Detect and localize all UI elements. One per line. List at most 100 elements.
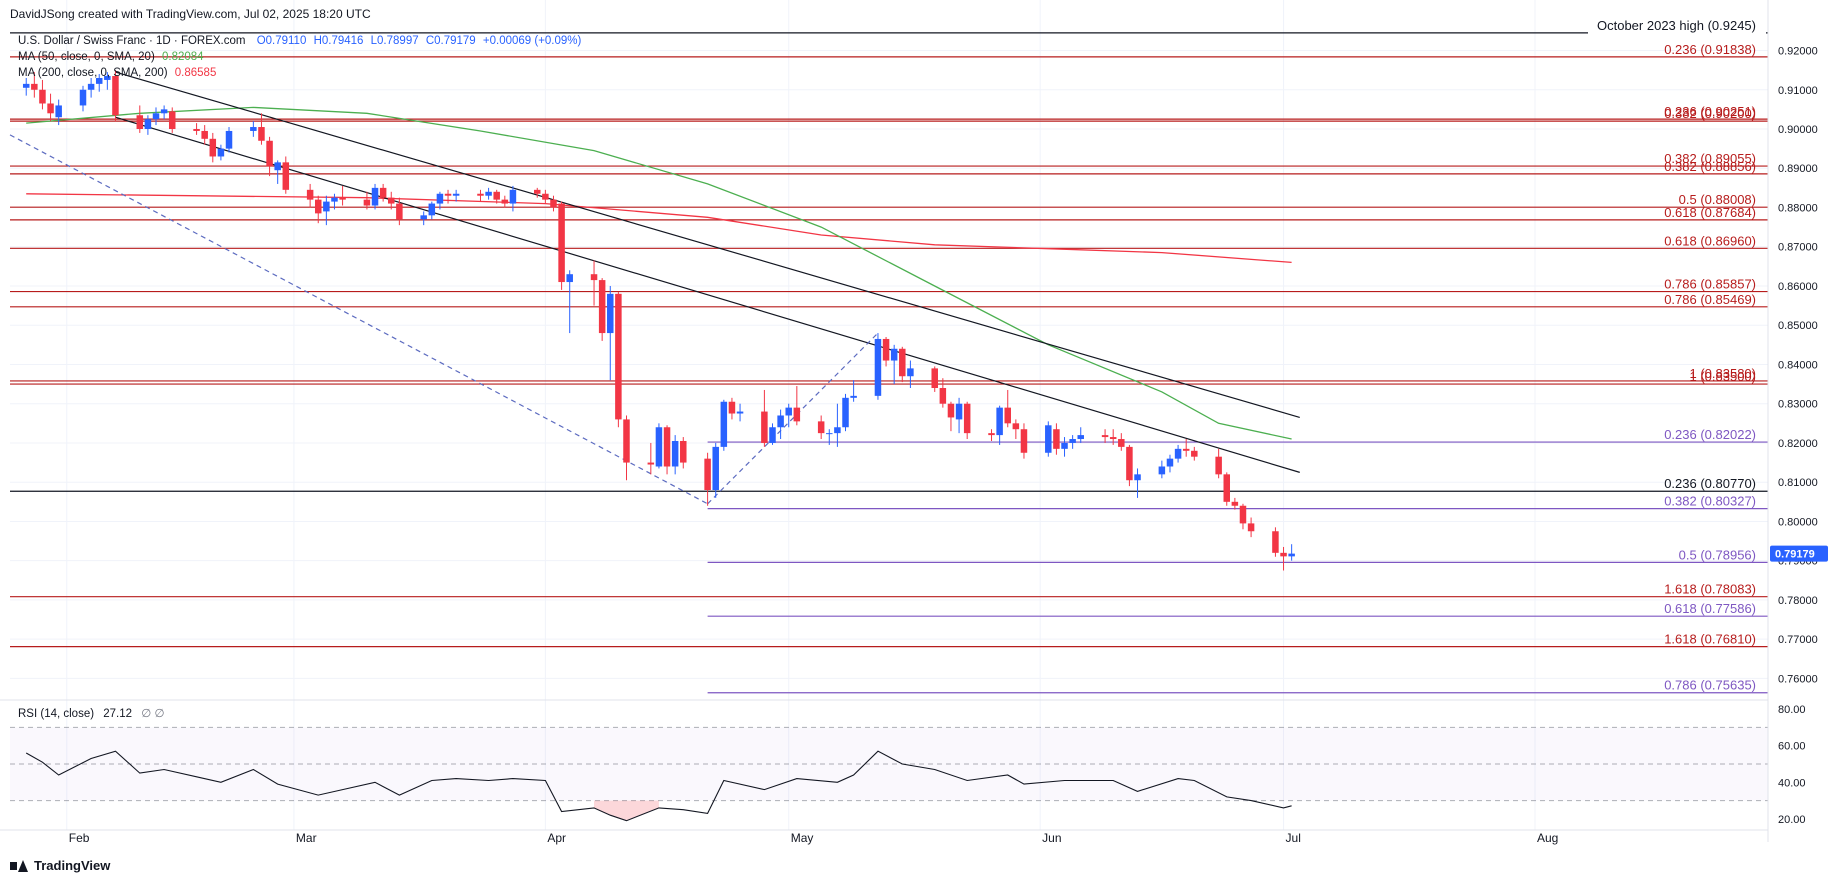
price-tick-label: 0.78000 [1778, 595, 1818, 607]
candle-body [712, 446, 719, 491]
candle-body [1280, 552, 1287, 557]
fib-level-label: 0.5 (0.88008) [1679, 192, 1756, 207]
candle-body [201, 130, 208, 139]
candle-body [607, 293, 614, 334]
candle-body [963, 403, 971, 434]
candle-body [704, 458, 711, 491]
rsi-tick-label: 40.00 [1778, 777, 1806, 789]
candle-body [1012, 423, 1020, 430]
channel-trendline [115, 116, 1300, 473]
candle-body [1020, 429, 1028, 453]
candle-body [396, 203, 403, 220]
fib-level-label: 0.236 (0.91838) [1664, 42, 1756, 57]
price-tick-label: 0.80000 [1778, 516, 1818, 528]
ma200-line [26, 193, 1292, 264]
candle-body [55, 105, 62, 118]
ma200-legend: MA (200, close, 0, SMA, 200) 0.86585 [18, 67, 216, 79]
candle-body [890, 348, 898, 361]
grid [10, 0, 1768, 830]
candle-body [663, 427, 671, 467]
candle-body [22, 83, 30, 88]
fib-level-label: 1.618 (0.78083) [1664, 582, 1756, 597]
candle-body [282, 162, 290, 190]
candle-body [79, 89, 87, 106]
candle-body [250, 127, 257, 131]
candle-body [1109, 437, 1117, 440]
rsi-pane [10, 726, 1768, 822]
candle-body [988, 433, 995, 436]
candle-body [95, 77, 103, 84]
candle-body [542, 193, 549, 200]
price-tick-label: 0.87000 [1778, 242, 1818, 254]
last-price-label: 0.79179 [1775, 549, 1815, 561]
candle-body [493, 191, 500, 200]
candle-body [1288, 553, 1295, 557]
candle-body [769, 427, 776, 443]
candle-body [323, 201, 330, 212]
date-tick-label: Apr [547, 831, 566, 845]
candle-body [566, 274, 573, 283]
price-tick-label: 0.85000 [1778, 320, 1818, 332]
candle-body [615, 293, 622, 420]
candle-body [931, 368, 938, 389]
candle-body [874, 338, 882, 396]
ohlc-open: O0.79110 [256, 35, 307, 47]
tradingview-logo-icon [10, 859, 28, 872]
candle-body [314, 199, 322, 214]
candle-body [1223, 474, 1231, 502]
fib-level-label: 0.382 (0.88856) [1664, 159, 1756, 174]
price-tick-label: 0.83000 [1778, 399, 1818, 411]
candle-body [1118, 439, 1125, 447]
price-tick-label: 0.90000 [1778, 124, 1818, 136]
symbol-row: U.S. Dollar / Swiss Franc · 1D · FOREX.c… [18, 35, 581, 47]
fib-level-label: October 2023 high (0.9245) [1597, 18, 1756, 33]
candle-body [1069, 439, 1076, 443]
candle-body [590, 274, 598, 281]
fib-level-label: 1 (0.83500) [1690, 369, 1757, 384]
candle-body [152, 113, 160, 120]
date-tick-label: Aug [1537, 831, 1558, 845]
price-tick-label: 0.91000 [1778, 85, 1818, 97]
price-tick-label: 0.89000 [1778, 163, 1818, 175]
candle-body [907, 368, 914, 377]
rsi-tick-label: 20.00 [1778, 814, 1806, 826]
ohlc-change: +0.00069 (+0.09%) [482, 35, 582, 47]
candle-body [420, 215, 427, 220]
candle-body [452, 193, 460, 196]
fib-level-label: 1 (0.83580) [1690, 366, 1757, 381]
candle-body [834, 427, 841, 434]
candle-body [850, 395, 857, 398]
candle-body [1272, 531, 1279, 553]
candle-body [996, 407, 1003, 436]
tradingview-logo[interactable]: TradingView [10, 858, 110, 873]
candle-body [39, 89, 46, 104]
fib-level-label: 1.618 (0.76810) [1664, 632, 1756, 647]
price-tick-label: 0.82000 [1778, 438, 1818, 450]
candle-body [1053, 429, 1060, 449]
candle-body [31, 83, 38, 90]
rsi-tick-label: 60.00 [1778, 741, 1806, 753]
candle-body [388, 197, 395, 204]
ma50-legend: MA (50, close, 0, SMA, 20) 0.82084 [18, 51, 204, 63]
candle-body [266, 140, 273, 167]
candle-body [1045, 425, 1052, 453]
candle-body [736, 411, 744, 414]
candle-body [1182, 448, 1190, 451]
candle-body [1191, 450, 1198, 457]
last-price-tag [1770, 545, 1828, 562]
candle-body [104, 76, 111, 80]
price-tick-label: 0.76000 [1778, 673, 1818, 685]
fib-level-label: 0.236 (0.82022) [1664, 427, 1756, 442]
candle-body [1061, 442, 1068, 449]
date-tick-label: Feb [69, 831, 90, 845]
candle-body [217, 148, 225, 157]
candle-body [47, 103, 54, 114]
candle-body [882, 338, 890, 361]
candle-body [485, 191, 492, 196]
candle-body [112, 76, 119, 116]
candle-body [534, 189, 541, 194]
fib-level-label: 0.618 (0.86960) [1664, 233, 1756, 248]
rsi-band-fill [10, 727, 1768, 801]
candle-body [1231, 501, 1239, 506]
ma200-label: MA (200, close, 0, SMA, 200) [18, 67, 168, 79]
